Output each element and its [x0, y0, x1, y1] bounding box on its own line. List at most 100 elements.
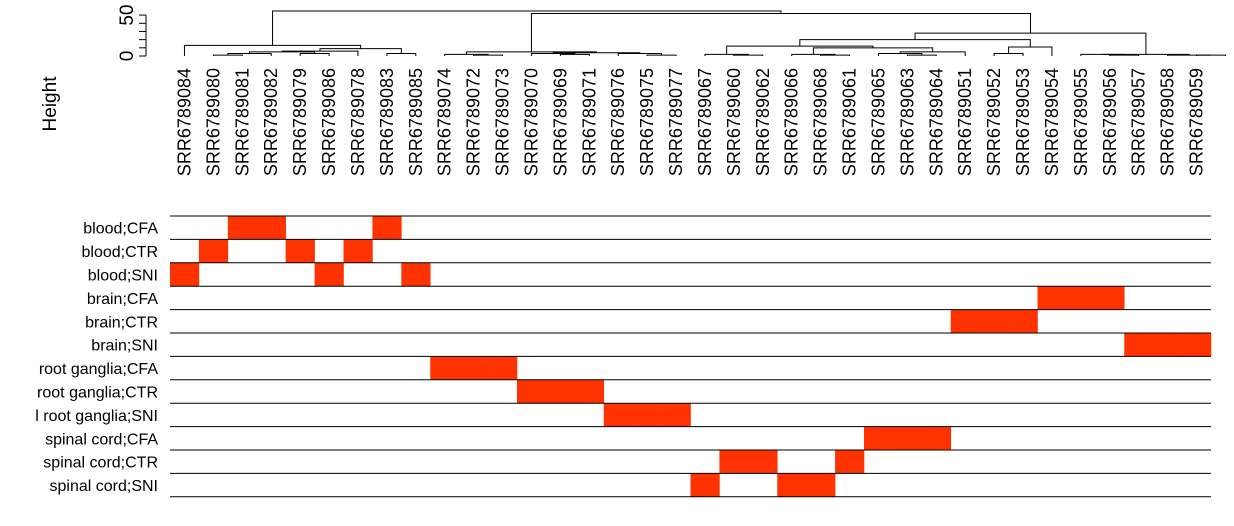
dendrogram-link — [465, 51, 598, 55]
sample-label: SRR6789058 — [1158, 68, 1178, 176]
sample-label: SRR6789081 — [232, 68, 252, 176]
heatmap-cell — [1095, 286, 1125, 310]
dendrogram-link — [227, 53, 272, 56]
heatmap-cell — [864, 426, 894, 450]
dendrogram-link — [1167, 54, 1211, 56]
dendrogram-link — [812, 47, 934, 55]
sample-label: SRR6789073 — [493, 68, 513, 176]
sample-label: SRR6789056 — [1100, 68, 1120, 176]
sample-label: SRR6789063 — [897, 68, 917, 176]
y-axis-label: Height — [40, 76, 61, 132]
heatmap-cell — [1066, 286, 1096, 310]
row-label: brain;CFA — [87, 291, 158, 308]
dendrogram-link — [249, 51, 316, 54]
heatmap-cell — [950, 309, 980, 333]
dendrogram-link — [386, 53, 417, 56]
heatmap-cell — [661, 403, 691, 427]
sample-label: SRR6789051 — [955, 68, 975, 176]
dendrogram-link — [617, 53, 663, 56]
height-tick-label: 0 — [117, 51, 138, 62]
dendrogram-link — [906, 54, 937, 56]
dendrogram — [183, 10, 1226, 56]
sample-label: SRR6789065 — [868, 68, 888, 176]
heatmap-cell — [892, 426, 923, 450]
heatmap-cell — [170, 262, 200, 287]
sample-label: SRR6789071 — [579, 68, 599, 176]
sample-label: SRR6789066 — [782, 68, 802, 176]
sample-label: SRR6789055 — [1071, 68, 1091, 176]
heatmap-cell — [545, 379, 576, 404]
heatmap-cell — [1037, 286, 1067, 310]
sample-label: SRR6789086 — [319, 68, 339, 176]
heatmap-cell — [632, 403, 662, 427]
sample-label: SRR6789070 — [521, 68, 541, 176]
sample-label: SRR6789062 — [753, 68, 773, 176]
heatmap-cell — [314, 262, 344, 287]
dendrogram-link — [299, 53, 330, 56]
heatmap-cell — [835, 450, 865, 474]
row-label: spinal cord;CFA — [45, 431, 158, 448]
sample-label: SRR6789060 — [724, 68, 744, 176]
sample-label: SRR6789079 — [290, 68, 310, 176]
heatmap-cell — [227, 216, 258, 240]
height-tick-label: 50 — [117, 5, 138, 26]
sample-label: SRR6789069 — [550, 68, 570, 176]
heatmap-cell — [806, 473, 836, 497]
heatmap-cell — [921, 426, 952, 450]
row-labels: blood;CFA blood;CTR blood;SNI brain;CFA brai… — [35, 221, 158, 495]
sample-label: SRR6789082 — [261, 68, 281, 176]
heatmap-cell — [430, 356, 460, 380]
dendrogram-link — [212, 54, 243, 56]
sample-label: SRR6789061 — [840, 68, 860, 176]
sample-label: SRR6789084 — [174, 68, 194, 176]
sample-label: SRR6789077 — [666, 68, 686, 176]
sample-label: SRR6789085 — [406, 68, 426, 176]
heatmap-cell — [748, 450, 778, 474]
dendrogram-link — [530, 53, 576, 56]
heatmap-cell — [1008, 309, 1038, 333]
sample-label: SRR6789083 — [377, 68, 397, 176]
row-label: brain;CTR — [85, 314, 158, 331]
heatmap-cell — [198, 239, 229, 263]
dendrogram-link — [473, 54, 504, 56]
height-axis: 0 50 — [117, 5, 147, 62]
heatmap-cell — [459, 356, 489, 380]
heatmap-cell — [690, 473, 720, 497]
heatmap-row-lines — [170, 215, 1211, 498]
sample-label: SRR6789080 — [203, 68, 223, 176]
heatmap-cell — [603, 403, 633, 427]
heatmap-cell — [777, 473, 807, 497]
heatmap-cell — [574, 379, 605, 404]
sample-label: SRR6789064 — [926, 68, 946, 176]
row-label: root ganglia;CTR — [37, 385, 158, 402]
sample-label: SRR6789067 — [695, 68, 715, 176]
dendrogram-link — [877, 53, 923, 56]
sample-labels: SRR6789084 SRR6789080 SRR6789081 SRR6789082… — [174, 68, 1206, 176]
dendrogram-link — [646, 54, 677, 56]
sample-label: SRR6789072 — [464, 68, 484, 176]
heatmap-cell — [372, 216, 402, 240]
dendrogram-link — [899, 51, 966, 56]
row-label: blood;CFA — [83, 221, 158, 238]
heatmap-cell — [285, 239, 315, 263]
dendrogram-link — [1102, 53, 1190, 56]
dendrogram-link — [820, 54, 851, 56]
dendrogram-link — [1008, 46, 1053, 56]
sample-label: SRR6789074 — [435, 68, 455, 176]
dendrogram-link — [559, 53, 590, 56]
heatmap-cell — [401, 262, 431, 287]
heatmap-cell — [1153, 333, 1183, 357]
heatmap-cell — [719, 450, 749, 474]
dendrogram-link — [552, 52, 641, 54]
row-label: blood;CTR — [82, 244, 158, 261]
heatmap-cell — [343, 239, 373, 263]
sample-label: SRR6789053 — [1013, 68, 1033, 176]
dendrogram-link — [1109, 54, 1140, 56]
row-label: l root ganglia;SNI — [35, 408, 158, 425]
dendrogram-link — [272, 10, 782, 46]
sample-label: SRR6789059 — [1187, 68, 1207, 176]
heatmap-cells — [170, 216, 1212, 497]
heatmap-cell — [517, 379, 547, 404]
row-label: brain;SNI — [91, 338, 158, 355]
sample-label: SRR6789075 — [637, 68, 657, 176]
